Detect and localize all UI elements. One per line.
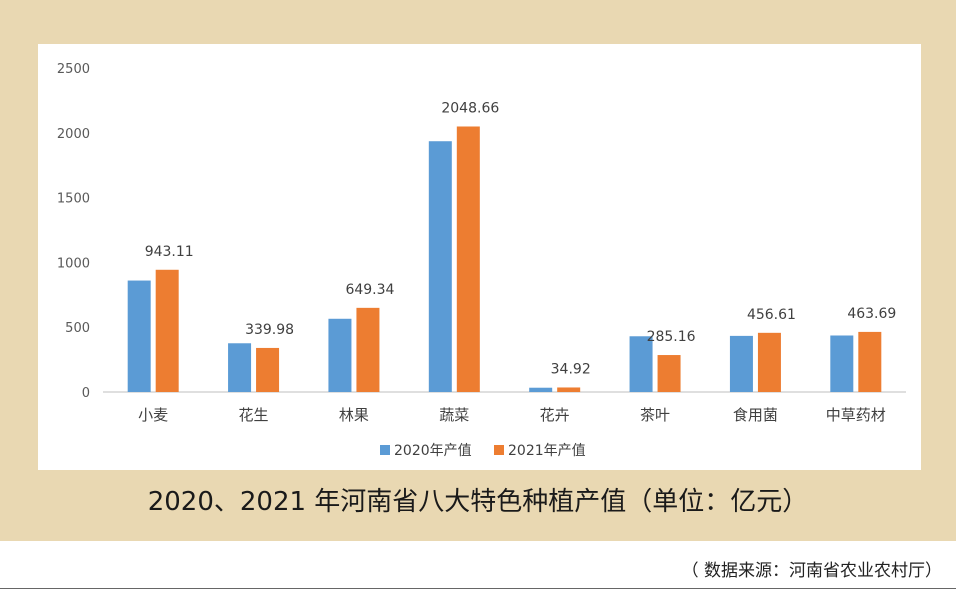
bar xyxy=(729,335,753,392)
category-label: 食用菌 xyxy=(733,406,778,424)
chart-frame: 0 500 1000 1500 2000 2500 943.11 339.98 649.34 2… xyxy=(0,0,956,541)
y-tick-label: 2500 xyxy=(57,62,90,77)
divider xyxy=(0,588,956,589)
bar xyxy=(456,126,480,393)
bar xyxy=(228,343,252,392)
data-label: 456.61 xyxy=(747,307,796,323)
bar-chart: 0 500 1000 1500 2000 2500 943.11 339.98 649.34 2… xyxy=(57,62,906,459)
y-tick-label: 0 xyxy=(82,386,90,401)
legend-label: 2021年产值 xyxy=(508,443,586,459)
data-label: 649.34 xyxy=(345,282,394,298)
bar xyxy=(657,355,681,392)
bar xyxy=(127,280,151,392)
bar xyxy=(256,347,280,392)
y-tick-label: 2000 xyxy=(57,127,90,142)
data-label: 34.92 xyxy=(551,361,591,377)
bar xyxy=(629,336,653,392)
category-label: 蔬菜 xyxy=(439,406,469,424)
data-source-note: （ 数据来源：河南省农业农村厅） xyxy=(681,561,942,581)
category-label: 小麦 xyxy=(138,406,168,424)
category-label: 茶叶 xyxy=(640,406,670,424)
bar xyxy=(529,387,553,392)
chart-caption: 2020、2021 年河南省八大特色种植产值（单位：亿元） xyxy=(147,487,809,517)
bar xyxy=(858,331,882,392)
y-tick-label: 1500 xyxy=(57,192,90,207)
bar xyxy=(155,269,179,392)
bar xyxy=(356,307,380,392)
plot-area: 0 500 1000 1500 2000 2500 943.11 339.98 649.34 2… xyxy=(38,44,921,470)
bar xyxy=(830,335,854,392)
category-label: 林果 xyxy=(339,406,369,424)
y-tick-label: 1000 xyxy=(57,256,90,271)
bar xyxy=(328,318,352,392)
legend-label: 2020年产值 xyxy=(394,443,472,459)
bar xyxy=(757,332,781,392)
data-label: 463.69 xyxy=(847,306,896,322)
bar xyxy=(428,141,452,392)
data-label: 339.98 xyxy=(245,322,294,338)
data-label: 2048.66 xyxy=(441,100,499,116)
category-label: 花卉 xyxy=(540,406,570,424)
y-tick-label: 500 xyxy=(65,321,90,336)
legend-swatch xyxy=(494,445,504,455)
legend-swatch xyxy=(380,445,390,455)
legend: 2020年产值 2021年产值 xyxy=(380,443,586,459)
category-label: 中草药材 xyxy=(826,406,886,424)
data-label: 943.11 xyxy=(145,244,194,260)
category-label: 花生 xyxy=(239,406,269,424)
data-label: 285.16 xyxy=(647,329,696,345)
bar xyxy=(557,387,581,392)
